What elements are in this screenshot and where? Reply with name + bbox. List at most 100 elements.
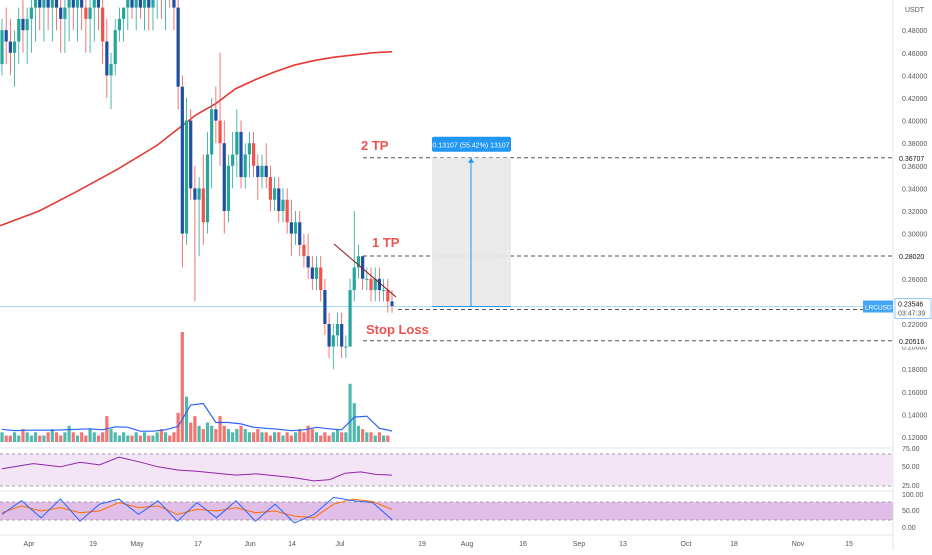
last-price-tag-bg — [894, 298, 932, 320]
candlesticks[interactable] — [0, 0, 394, 370]
candle-body — [302, 244, 306, 257]
candle — [256, 154, 260, 200]
volume-ma-line — [1, 402, 393, 432]
candle — [377, 267, 382, 302]
volume-bar — [172, 432, 176, 442]
tp1-price-tag-text: 0.28020 — [899, 254, 924, 261]
volume-bar — [382, 435, 386, 442]
time-tick-label: Oct — [681, 541, 692, 548]
time-tick-label: Jul — [336, 541, 345, 548]
time-tick-label: 17 — [194, 541, 202, 548]
tp2-price-tag-bg — [896, 151, 930, 164]
volume-bar — [306, 425, 310, 442]
measure-tool[interactable]: 0.13107 (55.42%) 13107 — [432, 136, 511, 308]
candle-body — [180, 86, 184, 234]
volume-bar — [281, 435, 285, 442]
candle-body — [298, 222, 302, 245]
currency-label: USDT — [905, 7, 925, 14]
candle-body — [260, 165, 264, 178]
candle-body — [184, 120, 189, 234]
time-tick-label: Nov — [792, 541, 805, 548]
candle — [285, 188, 289, 234]
candle — [29, 0, 33, 53]
volume-bar — [117, 435, 122, 442]
volume-bar — [218, 416, 222, 442]
candle-body — [189, 120, 193, 189]
time-tick-label: Sep — [573, 541, 586, 548]
candle-body — [88, 7, 92, 19]
candle-body — [231, 154, 235, 166]
candle-body — [80, 0, 84, 8]
volume-bar — [113, 432, 117, 442]
candle-body — [84, 7, 88, 19]
price-axis-bg — [893, 0, 932, 550]
candle — [75, 0, 80, 42]
candle — [142, 0, 147, 31]
candle-body — [356, 256, 361, 268]
candle — [84, 0, 88, 53]
rsi-tick-label: 25.00 — [902, 483, 920, 490]
candle — [298, 211, 302, 257]
candle — [33, 0, 38, 42]
volume-bar — [147, 435, 151, 442]
volume-bar — [42, 435, 46, 442]
candle-body — [386, 290, 390, 302]
volume-bar — [138, 435, 142, 442]
candle-body — [390, 301, 394, 306]
candle-body — [247, 143, 252, 155]
volume-bar — [289, 435, 293, 442]
rsi-tick-label: 75.00 — [902, 446, 920, 453]
volume-bar — [252, 432, 256, 442]
price-tick-label: 0.14000 — [902, 412, 927, 419]
volume-bar — [222, 425, 226, 442]
candle — [147, 0, 151, 31]
candle — [293, 211, 298, 245]
time-tick-label: Jun — [244, 541, 255, 548]
candle-body — [310, 267, 314, 279]
rsi-pane — [1, 456, 393, 482]
volume-bar — [319, 435, 323, 442]
candle — [176, 0, 180, 110]
volume-bar — [155, 432, 159, 442]
candle-body — [29, 7, 33, 19]
candle — [156, 0, 158, 19]
candle-body — [17, 18, 21, 42]
candle-body — [54, 0, 59, 8]
volume-bar — [197, 425, 201, 442]
candle — [306, 233, 310, 279]
tp2-price-tag-text: 0.36707 — [899, 156, 924, 163]
candle — [169, 0, 171, 8]
candle-body — [147, 0, 151, 8]
candle-body — [122, 7, 126, 19]
candle — [101, 0, 105, 65]
volume-bar — [205, 422, 210, 442]
candle-body — [67, 0, 71, 8]
stop-loss-label: Stop Loss — [366, 322, 429, 337]
time-tick-label: 14 — [288, 541, 296, 548]
candle — [272, 177, 277, 211]
candle — [361, 256, 365, 291]
volume-bar — [17, 435, 21, 442]
volume-bar — [243, 429, 247, 442]
candle-body — [59, 7, 63, 19]
candle — [126, 0, 130, 31]
volume-bar — [168, 435, 172, 442]
candle-body — [331, 335, 335, 347]
volume-bar — [88, 429, 92, 442]
volume-bar — [96, 435, 101, 442]
candle — [197, 177, 201, 257]
volume-bar — [122, 432, 126, 442]
volume-bar — [256, 429, 260, 442]
candle-body — [25, 18, 29, 31]
candle-body — [12, 41, 17, 53]
candle — [369, 267, 373, 302]
volume-bar — [38, 435, 42, 442]
candle-body — [50, 0, 54, 8]
candle-body — [176, 7, 180, 87]
candle-body — [252, 143, 256, 166]
volume-bar — [4, 435, 8, 442]
candle-body — [109, 64, 113, 76]
volume-bar — [67, 425, 71, 442]
